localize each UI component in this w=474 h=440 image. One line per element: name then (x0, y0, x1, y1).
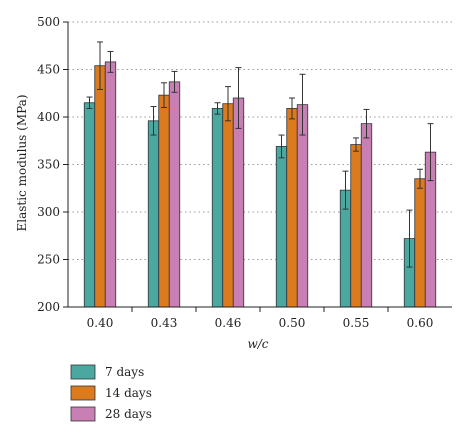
bar-14-days-0.40 (94, 65, 106, 308)
x-tick-label: 0.60 (407, 316, 434, 330)
bar-28-days-0.55 (360, 123, 373, 308)
bar-7-days-0.43 (147, 120, 160, 308)
bar-28-days-0.43 (168, 81, 181, 308)
axes: 200 250 300 350 400 450 500 0.40 0.43 0.46 0.50 0.5… (37, 15, 452, 330)
x-tick-label: 0.40 (87, 316, 114, 330)
x-tick-label: 0.43 (151, 316, 178, 330)
y-axis-label: Elastic modulus (MPa) (15, 95, 29, 232)
legend-swatch-28-days (70, 406, 96, 422)
bars (83, 41, 437, 308)
bar-14-days-0.50 (286, 108, 298, 308)
legend-swatch-14-days (70, 385, 96, 401)
y-tick-label: 200 (37, 300, 60, 314)
bar-14-days-0.55 (350, 144, 362, 308)
bar-7-days-0.46 (211, 108, 224, 308)
legend-label: 7 days (105, 365, 144, 379)
legend-label: 14 days (105, 386, 152, 400)
y-tick-label: 450 (37, 63, 60, 77)
bar-14-days-0.43 (158, 94, 170, 308)
bar-28-days-0.40 (104, 61, 117, 308)
legend-label: 28 days (105, 407, 152, 421)
bar-14-days-0.46 (222, 103, 234, 308)
bar-14-days-0.60 (414, 178, 426, 308)
grid-lines (68, 21, 452, 260)
y-tick-label: 250 (37, 253, 60, 267)
x-tick-label: 0.46 (215, 316, 242, 330)
y-tick-label: 350 (37, 158, 60, 172)
bar-7-days-0.40 (83, 102, 96, 308)
legend-swatch-7-days (70, 364, 96, 380)
x-axis-label: w/c (247, 337, 268, 351)
bar-28-days-0.46 (232, 97, 245, 308)
x-tick-label: 0.50 (279, 316, 306, 330)
y-tick-label: 400 (37, 110, 60, 124)
y-tick-label: 300 (37, 205, 60, 219)
x-tick-label: 0.55 (343, 316, 370, 330)
y-tick-label: 500 (37, 15, 60, 29)
legend: 7 days 14 days 28 days (70, 364, 152, 422)
bar-7-days-0.50 (275, 146, 288, 308)
